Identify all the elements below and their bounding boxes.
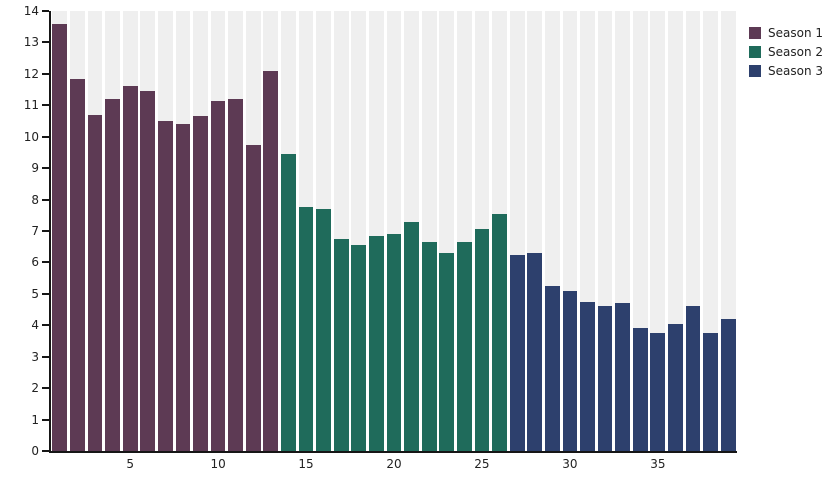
y-tick-label: 5	[31, 286, 39, 301]
bar	[386, 234, 402, 451]
legend-swatch-season-3	[749, 65, 761, 77]
y-axis: 0 1 2 3 4 5 6 7 8 9 10 11 12 13 14	[24, 4, 737, 458]
y-tick	[42, 104, 49, 107]
bar	[52, 23, 68, 451]
y-tick-label: 3	[31, 349, 39, 364]
x-tick-label: 15	[298, 457, 314, 471]
bar	[650, 333, 666, 451]
bar	[421, 242, 437, 451]
y-tick-label: 9	[31, 161, 39, 176]
legend-swatch-season-1	[749, 27, 761, 39]
bar	[87, 114, 103, 451]
y-tick	[42, 261, 49, 264]
bar	[597, 306, 613, 451]
bar	[615, 303, 631, 451]
bar	[492, 213, 507, 451]
bar	[439, 253, 455, 451]
bar	[140, 91, 156, 451]
y-tick-label: 14	[23, 4, 39, 18]
x-axis: 5 10 15 20 25 30 35	[51, 11, 737, 471]
bar	[474, 229, 490, 451]
bar	[298, 207, 314, 451]
bar	[632, 328, 648, 451]
y-tick	[42, 324, 49, 327]
legend-item-season-1: Season 1	[749, 27, 823, 39]
y-tick-label: 13	[23, 35, 39, 50]
y-tick-label: 4	[31, 318, 39, 333]
bar	[193, 116, 208, 451]
y-tick	[42, 41, 49, 44]
y-tick	[42, 355, 49, 358]
bar	[69, 78, 85, 451]
y-tick	[42, 387, 49, 390]
bar	[210, 100, 226, 451]
y-tick	[42, 418, 49, 421]
bar	[404, 221, 419, 451]
bar	[228, 99, 244, 451]
y-tick-label: 10	[23, 129, 39, 144]
bar	[316, 209, 332, 451]
legend-swatch-season-2	[749, 46, 761, 58]
y-tick	[42, 198, 49, 201]
legend-item-season-3: Season 3	[749, 65, 823, 77]
x-tick-label: 10	[210, 457, 226, 471]
x-tick-label: 35	[650, 457, 666, 471]
bar	[281, 154, 296, 451]
y-tick	[42, 167, 49, 170]
y-tick	[42, 72, 49, 75]
y-tick-label: 7	[31, 224, 39, 238]
y-tick	[42, 135, 49, 138]
bar	[105, 99, 120, 451]
bar	[351, 245, 367, 451]
y-tick-label: 0	[31, 444, 39, 458]
bar	[369, 235, 384, 451]
y-tick-label: 11	[23, 98, 39, 113]
bar	[333, 238, 349, 451]
y-tick	[42, 292, 49, 295]
bar	[456, 242, 472, 451]
bar	[509, 254, 525, 451]
bar	[527, 253, 543, 451]
legend: Season 1 Season 2 Season 3	[749, 27, 823, 84]
bar	[263, 70, 279, 451]
legend-label-season-1: Season 1	[768, 26, 824, 40]
bar	[245, 144, 261, 451]
legend-label-season-3: Season 3	[768, 64, 824, 78]
y-tick-label: 12	[23, 66, 39, 81]
bars-layer	[51, 11, 737, 451]
bar	[122, 86, 138, 451]
x-tick-label: 25	[474, 457, 490, 471]
bar	[720, 319, 736, 451]
plot-area: 0 1 2 3 4 5 6 7 8 9 10 11 12 13 14 5 10 15 20 25 30 35	[24, 4, 737, 471]
bar	[544, 286, 560, 451]
bar	[175, 124, 191, 451]
x-tick-label: 30	[562, 457, 578, 471]
y-tick	[42, 10, 49, 12]
legend-item-season-2: Season 2	[749, 46, 823, 58]
bar	[668, 323, 683, 451]
x-tick-label: 20	[386, 457, 402, 471]
y-tick-label: 1	[31, 412, 39, 427]
y-tick-label: 2	[31, 381, 39, 396]
y-tick-label: 6	[31, 255, 39, 270]
bar	[562, 290, 578, 451]
y-tick	[42, 230, 49, 232]
y-tick	[42, 450, 49, 452]
bar	[685, 306, 701, 451]
x-tick-label: 5	[126, 457, 134, 471]
legend-label-season-2: Season 2	[768, 45, 824, 59]
bar	[157, 121, 173, 451]
y-tick-label: 8	[31, 192, 39, 207]
bar	[703, 333, 718, 451]
bar	[580, 301, 595, 451]
